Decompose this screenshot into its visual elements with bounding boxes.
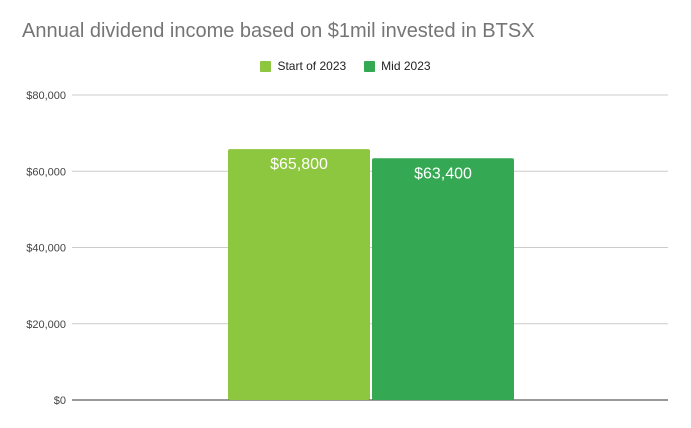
legend-label-mid-2023: Mid 2023 — [381, 59, 431, 73]
legend-swatch-start-2023 — [260, 60, 272, 72]
data-label: $63,400 — [414, 165, 472, 182]
y-tick-label: $0 — [54, 395, 66, 407]
y-tick-label: $40,000 — [26, 243, 66, 255]
y-tick-label: $60,000 — [26, 166, 66, 178]
data-label: $65,800 — [270, 156, 328, 173]
legend-item-start-2023: Start of 2023 — [260, 59, 346, 73]
chart-title: Annual dividend income based on $1mil in… — [22, 20, 535, 42]
legend-swatch-mid-2023 — [364, 60, 376, 72]
y-tick-label: $80,000 — [26, 90, 66, 102]
y-tick-label: $20,000 — [26, 319, 66, 331]
bar — [228, 149, 370, 400]
legend-item-mid-2023: Mid 2023 — [364, 59, 431, 73]
bar — [372, 158, 514, 400]
legend: Start of 2023 Mid 2023 — [0, 59, 691, 73]
legend-label-start-2023: Start of 2023 — [277, 59, 347, 73]
